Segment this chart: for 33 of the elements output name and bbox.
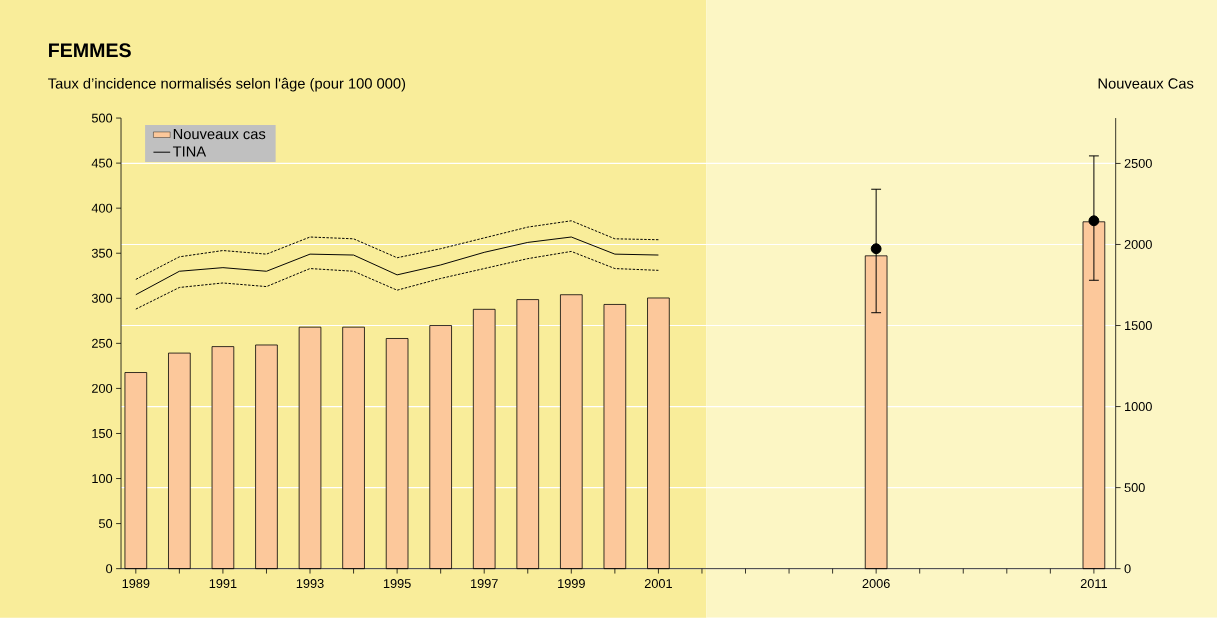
y-tick-label: 200 xyxy=(92,383,113,393)
y-tick-label: 100 xyxy=(92,474,113,484)
y2-tick-label: 0 xyxy=(1124,564,1131,574)
line-series xyxy=(135,236,659,296)
chart-title: FEMMES xyxy=(49,43,131,58)
x-tick-label: 1995 xyxy=(383,579,411,589)
y-tick-label: 0 xyxy=(106,564,113,574)
y2-tick-label: 1500 xyxy=(1125,321,1152,331)
y-axis-title: Taux d’incidence normalisés selon l'âge (pour 100 000) xyxy=(48,77,406,92)
y-tick-label: 400 xyxy=(91,203,113,213)
x-tick-label: 1999 xyxy=(558,579,585,589)
y2-tick-label: 500 xyxy=(1124,483,1145,493)
legend-label: TINA xyxy=(172,146,207,157)
line-series xyxy=(135,251,659,310)
y2-tick-label: 2500 xyxy=(1124,159,1152,169)
y2-axis-title: Nouveaux Cas xyxy=(1098,78,1194,89)
x-tick-label: 1993 xyxy=(296,579,324,589)
x-tick-label: 2001 xyxy=(644,579,672,589)
legend-label: Nouveaux cas xyxy=(173,129,266,140)
x-tick-label: 1991 xyxy=(209,579,237,589)
y-tick-label: 50 xyxy=(98,519,113,529)
y2-tick-label: 1000 xyxy=(1125,402,1152,412)
y-tick-label: 250 xyxy=(92,338,113,348)
y-tick-label: 150 xyxy=(92,429,113,439)
x-tick-label: 1989 xyxy=(122,579,150,589)
y2-tick-label: 2000 xyxy=(1124,240,1152,250)
y-tick-label: 350 xyxy=(91,248,113,258)
x-tick-label: 2011 xyxy=(1080,579,1107,589)
y-tick-label: 300 xyxy=(91,293,113,303)
y-tick-label: 500 xyxy=(91,113,113,123)
y-tick-label: 450 xyxy=(91,158,113,168)
x-tick-label: 2006 xyxy=(862,579,890,589)
x-tick-label: 1997 xyxy=(471,579,498,589)
